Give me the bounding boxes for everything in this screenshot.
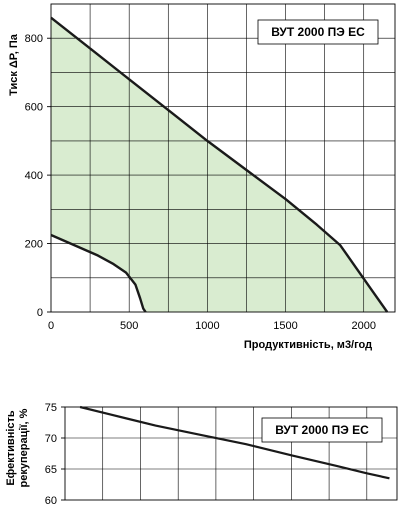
pressure-x-tick-label: 1000 bbox=[195, 320, 219, 332]
pressure-y-axis-label: Тиск ΔP, Па bbox=[8, 33, 20, 96]
efficiency-y-axis-label-line1: Ефективність bbox=[5, 410, 17, 486]
pressure-x-axis-label: Продуктивність, м3/год bbox=[244, 339, 372, 351]
efficiency-y-tick-label: 70 bbox=[45, 433, 57, 445]
pressure-chart-label: ВУТ 2000 ПЭ ЕС bbox=[271, 25, 365, 39]
efficiency-plot-frame bbox=[64, 406, 398, 501]
max-pressure-curve bbox=[50, 16, 389, 313]
efficiency-y-tick-label: 65 bbox=[45, 464, 57, 476]
pressure-plot-frame bbox=[50, 3, 396, 313]
pressure-y-tick-label: 600 bbox=[25, 102, 43, 114]
efficiency-chart-label-box bbox=[261, 417, 383, 443]
efficiency-curve bbox=[79, 405, 390, 480]
efficiency-y-axis-label-line2: рекуперації, % bbox=[18, 408, 30, 487]
pressure-chart: 0 500 1000 1500 2000 0 200 400 600 800 ВУТ 2000 П… bbox=[8, 3, 396, 351]
pressure-y-tick-label: 800 bbox=[25, 33, 43, 45]
efficiency-chart: 60 65 70 75 ВУТ 2000 ПЭ ЕС Ефективність рек… bbox=[5, 402, 398, 507]
pressure-y-tick-label: 400 bbox=[25, 170, 43, 182]
pressure-x-tick-label: 2000 bbox=[351, 320, 375, 332]
pressure-x-tick-label: 500 bbox=[120, 320, 138, 332]
min-pressure-curve bbox=[50, 233, 147, 313]
pressure-chart-label-box bbox=[257, 19, 379, 45]
pressure-x-tick-label: 0 bbox=[48, 320, 54, 332]
pressure-y-tick-label: 200 bbox=[25, 239, 43, 251]
efficiency-y-tick-label: 60 bbox=[45, 495, 57, 507]
operating-area-fill bbox=[51, 17, 388, 312]
pressure-y-tick-label: 0 bbox=[37, 307, 43, 319]
pressure-x-tick-label: 1500 bbox=[273, 320, 297, 332]
efficiency-chart-label: ВУТ 2000 ПЭ ЕС bbox=[275, 423, 369, 437]
efficiency-y-tick-label: 75 bbox=[45, 402, 57, 414]
